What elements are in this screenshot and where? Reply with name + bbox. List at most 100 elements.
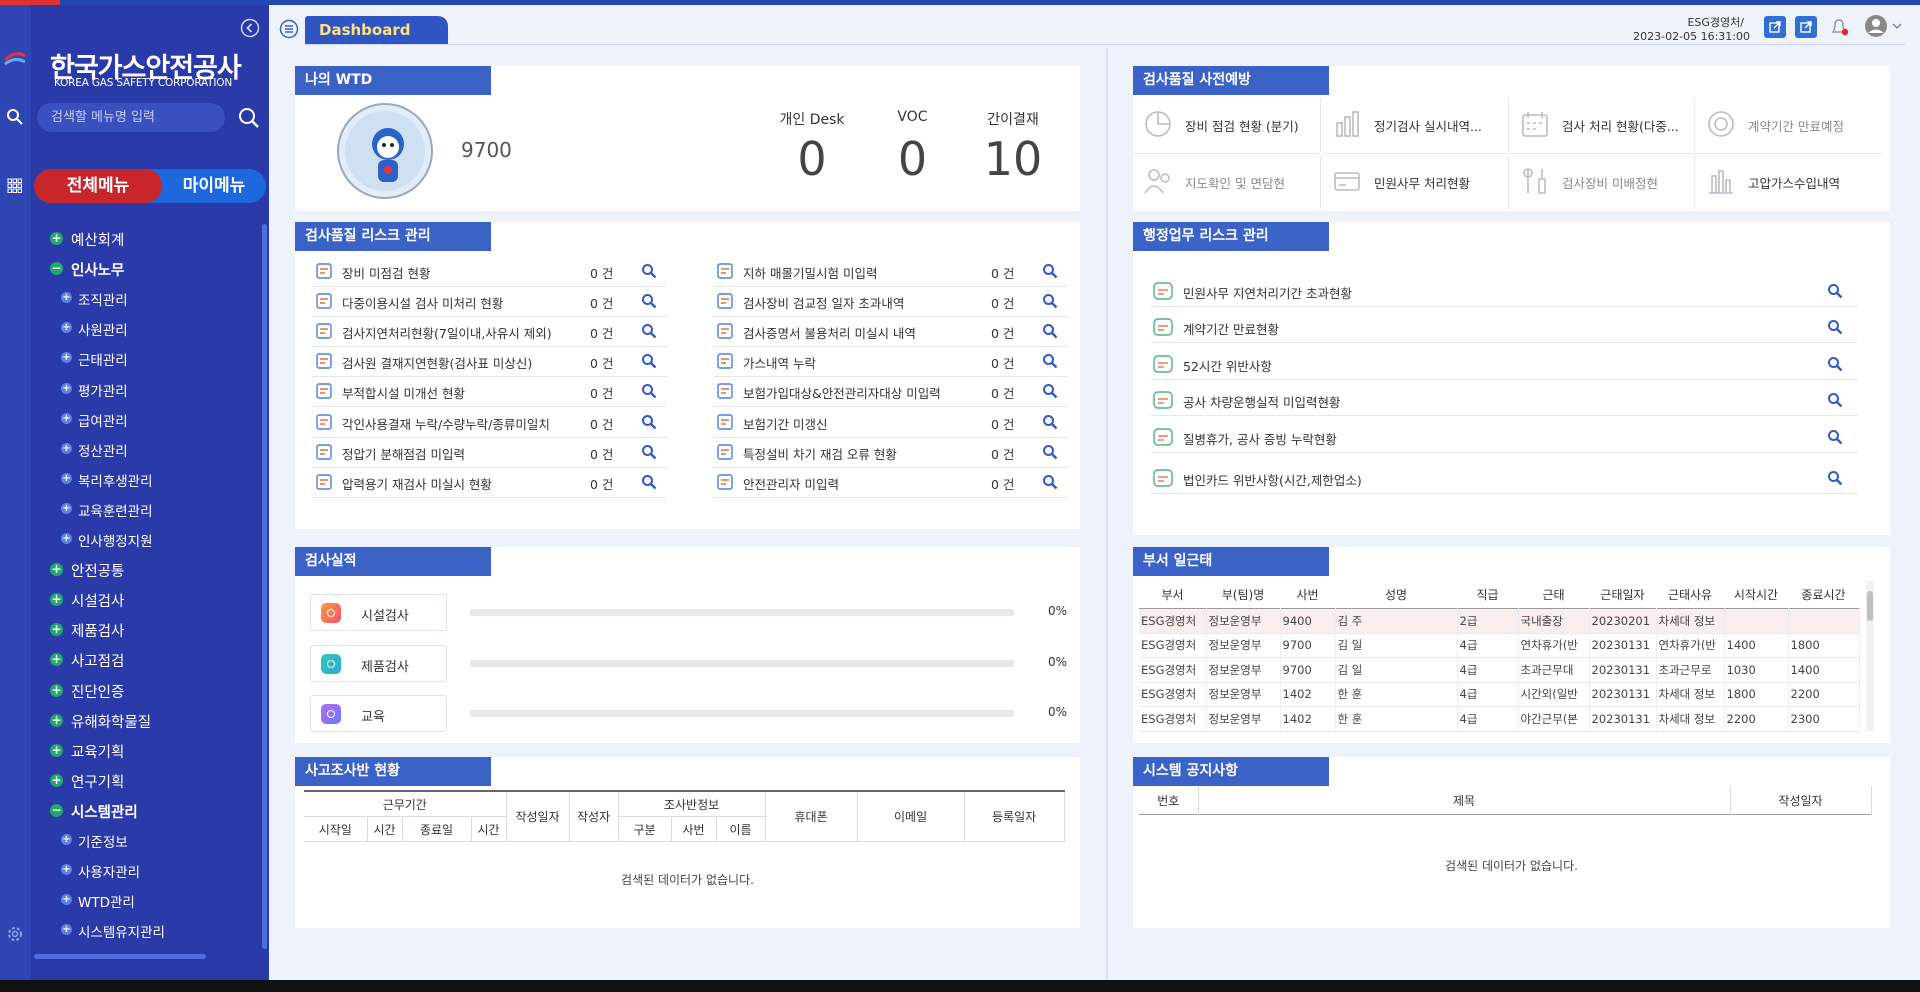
search-button[interactable] <box>1827 392 1843 408</box>
search-button[interactable] <box>1042 474 1058 490</box>
menu-toggle[interactable] <box>279 19 299 39</box>
prevention-item[interactable]: 고압가스수입내역 <box>1748 176 1841 191</box>
risk-item-label[interactable]: 지하 매몰기밀시험 미입력 <box>743 266 878 281</box>
menu-item[interactable]: 근태관리 <box>78 353 128 370</box>
search-button[interactable] <box>641 474 657 490</box>
attendance-row[interactable]: ESG경영처 정보운영부 9700 김 일 4급 초과근무대 20230131 초과근무로 10… <box>1139 657 1860 682</box>
menu-item[interactable]: 사고점검 <box>71 654 125 671</box>
risk-item-label[interactable]: 장비 미점검 현황 <box>342 266 431 281</box>
risk-item-label[interactable]: 검사증명서 불용처리 미실시 내역 <box>743 326 916 342</box>
profile-button[interactable] <box>1864 14 1904 38</box>
prevention-item[interactable]: 검사장비 미배정현 <box>1562 176 1658 191</box>
search-button[interactable] <box>1827 356 1843 372</box>
search-button[interactable] <box>1827 429 1843 445</box>
menu-item[interactable]: 급여관리 <box>78 413 128 430</box>
search-button[interactable] <box>641 414 657 430</box>
menu-item[interactable]: 사용자관리 <box>78 865 141 882</box>
menu-item[interactable]: 시스템유지관리 <box>78 925 165 942</box>
admin-risk-label[interactable]: 질병휴가, 공사 증빙 누락현황 <box>1183 432 1337 447</box>
attendance-row[interactable]: ESG경영처 정보운영부 9700 김 일 4급 연차휴가(반 20230131 연차휴가(반… <box>1139 633 1860 658</box>
menu-item[interactable]: 조직관리 <box>78 293 128 310</box>
admin-risk-label[interactable]: 계약기간 만료현황 <box>1183 322 1279 337</box>
prevention-item[interactable]: 검사 처리 현황(다중... <box>1562 119 1679 134</box>
menu-item[interactable]: 평가관리 <box>78 383 128 400</box>
menu-item[interactable]: 시설검사 <box>71 594 125 611</box>
stat-value[interactable]: 0 <box>797 132 827 186</box>
header-button[interactable] <box>1764 16 1786 38</box>
risk-item-label[interactable]: 검사원 결재지연현황(검사표 미상신) <box>342 356 533 372</box>
attendance-row[interactable]: ESG경영처 정보운영부 1402 한 훈 4급 시간외(일반 20230131 차세대 정보… <box>1139 682 1860 707</box>
header-button[interactable] <box>1795 16 1817 38</box>
menu-item[interactable]: 제품검사 <box>71 624 125 641</box>
risk-item-label[interactable]: 안전관리자 미입력 <box>743 476 839 492</box>
search-button[interactable] <box>1827 283 1843 299</box>
menu-item[interactable]: 인사노무 <box>71 263 125 280</box>
search-button[interactable] <box>1042 293 1058 309</box>
menu-item[interactable]: WTD관리 <box>78 895 135 912</box>
rail-grid[interactable] <box>7 178 23 194</box>
risk-item-label[interactable]: 압력용기 재검사 미실시 현황 <box>342 476 492 492</box>
admin-risk-label[interactable]: 법인카드 위반사항(시간,제한업소) <box>1183 473 1362 488</box>
risk-item-label[interactable]: 특정설비 차기 재검 오류 현황 <box>743 446 897 462</box>
prevention-item[interactable]: 지도확인 및 면담현 <box>1185 176 1285 191</box>
menu-search-input[interactable]: 검색할 메뉴명 입력 <box>37 103 225 132</box>
search-button[interactable] <box>1042 353 1058 369</box>
search-button[interactable] <box>641 383 657 399</box>
prevention-item[interactable]: 계약기간 만료예정 <box>1748 119 1844 134</box>
menu-item[interactable]: 사원관리 <box>78 323 128 340</box>
menu-item[interactable]: 교육훈련관리 <box>78 503 153 520</box>
sidebar-collapse[interactable] <box>240 18 260 38</box>
search-button[interactable] <box>1042 263 1058 279</box>
admin-risk-label[interactable]: 공사 차량운행실적 미입력현황 <box>1183 395 1341 410</box>
menu-item[interactable]: 유해화학물질 <box>71 714 152 731</box>
menu-item[interactable]: 예산회계 <box>71 233 125 249</box>
risk-item-label[interactable]: 정압기 분해점검 미입력 <box>342 446 465 462</box>
menu-item[interactable]: 인사행정지원 <box>78 534 153 550</box>
menu-item[interactable]: 기준정보 <box>78 835 128 851</box>
menu-item[interactable]: 연구기획 <box>71 774 125 791</box>
menu-tab[interactable]: 전체메뉴 <box>34 169 162 203</box>
rail-settings[interactable] <box>5 924 25 944</box>
risk-item-label[interactable]: 검사장비 검교정 일자 초과내역 <box>743 296 905 312</box>
prevention-item[interactable]: 장비 점검 현황 (분기) <box>1185 119 1299 134</box>
notification-button[interactable] <box>1828 16 1850 38</box>
search-button[interactable] <box>1042 323 1058 339</box>
menu-tab[interactable]: 마이메뉴 <box>182 176 246 196</box>
risk-item-label[interactable]: 가스내역 누락 <box>743 356 816 372</box>
menu-search-button[interactable] <box>237 106 261 130</box>
search-button[interactable] <box>641 353 657 369</box>
search-button[interactable] <box>641 444 657 460</box>
search-button[interactable] <box>641 323 657 339</box>
search-button[interactable] <box>641 263 657 279</box>
admin-risk-label[interactable]: 52시간 위반사항 <box>1183 359 1272 374</box>
rail-grid-part <box>7 188 12 193</box>
search-button[interactable] <box>1042 383 1058 399</box>
search-button[interactable] <box>1042 444 1058 460</box>
prevention-item[interactable]: 정기검사 실시내역... <box>1374 119 1482 134</box>
menu-item[interactable]: 진단인증 <box>71 684 125 701</box>
menu-item[interactable]: 교육기획 <box>71 744 125 761</box>
attendance-row[interactable]: ESG경영처 정보운영부 1402 한 훈 4급 야간근무(본 20230131 차세대 정보… <box>1139 706 1860 731</box>
menu-item[interactable]: 시스템관리 <box>71 804 138 821</box>
risk-item-label[interactable]: 부적합시설 미개선 현황 <box>342 386 465 402</box>
attendance-row[interactable]: ESG경영처 정보운영부 9400 김 주 2급 국내출장 20230201 차세대 정보 <box>1139 608 1860 633</box>
admin-risk-label[interactable]: 민원사무 지연처리기간 초과현황 <box>1183 286 1352 301</box>
prevention-item[interactable]: 민원사무 처리현황 <box>1374 176 1470 191</box>
menu-item[interactable]: 정산관리 <box>78 443 128 460</box>
page-tab[interactable]: Dashboard <box>305 16 448 45</box>
risk-item-label[interactable]: 검사지연처리현황(7일이내,사유시 제외) <box>342 326 552 342</box>
risk-item-label[interactable]: 보험가입대상&안전관리자대상 미입력 <box>743 386 941 402</box>
rail-search[interactable] <box>6 108 24 126</box>
risk-item-label[interactable]: 각인사용결재 누락/수량누락/종류미일치 <box>342 416 550 432</box>
stat-value[interactable]: 10 <box>983 132 1043 186</box>
search-button[interactable] <box>1827 470 1843 486</box>
menu-item[interactable]: 안전공통 <box>71 564 125 581</box>
risk-item-label[interactable]: 다중이용시설 검사 미처리 현황 <box>342 296 504 312</box>
risk-item-label[interactable]: 보험기간 미갱신 <box>743 416 828 432</box>
search-button[interactable] <box>641 293 657 309</box>
search-button[interactable] <box>1042 414 1058 430</box>
menu-item[interactable]: 복리후생관리 <box>78 473 153 490</box>
stat-value[interactable]: 0 <box>897 132 928 186</box>
search-button[interactable] <box>1827 319 1843 335</box>
notification-button-part <box>1831 19 1849 36</box>
